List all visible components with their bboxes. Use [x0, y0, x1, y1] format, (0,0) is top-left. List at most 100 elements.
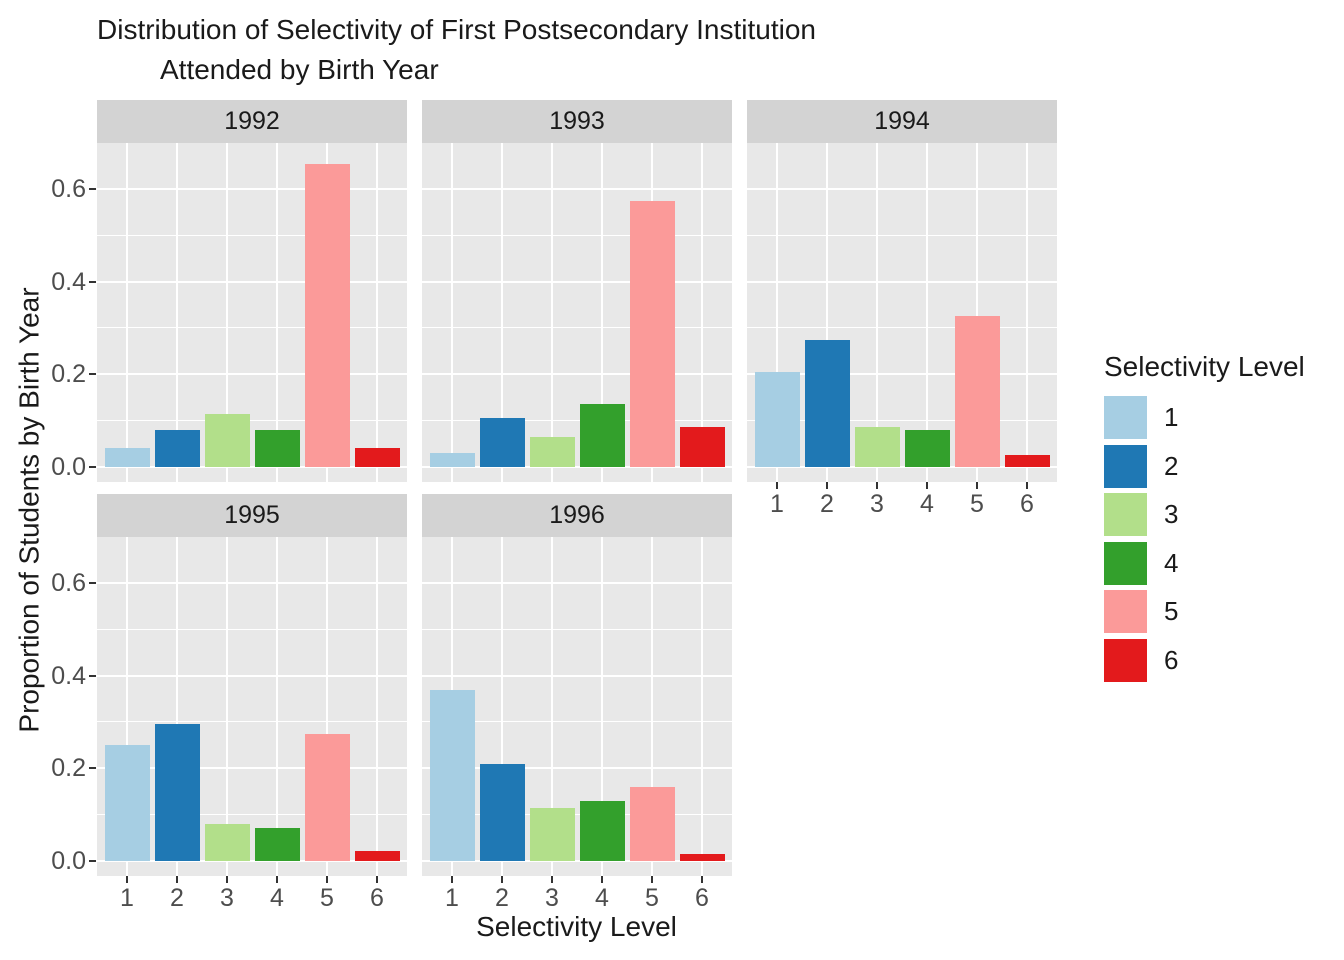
x-tick-mark: [926, 482, 928, 489]
gridline-vertical: [1026, 143, 1028, 482]
bar-1993-level-6: [679, 427, 725, 467]
x-tick-mark: [501, 876, 503, 883]
legend: Selectivity Level 1 2 3 4 5 6: [1104, 351, 1305, 687]
bar-1994-level-2: [804, 339, 850, 467]
x-tick-mark: [451, 876, 453, 883]
bar-1992-level-4: [254, 429, 300, 467]
bar-1996-level-1: [429, 689, 475, 861]
legend-title: Selectivity Level: [1104, 351, 1305, 382]
gridline-vertical: [126, 143, 128, 482]
x-tick-mark: [601, 876, 603, 883]
x-tick-mark: [826, 482, 828, 489]
gridline-vertical: [876, 143, 878, 482]
x-tick-label: 1: [120, 884, 134, 912]
x-tick-label: 3: [545, 884, 559, 912]
y-tick-label: 0.0: [51, 452, 86, 481]
bar-1995-level-6: [354, 851, 400, 861]
y-axis-title: Proportion of Students by Birth Year: [14, 286, 46, 733]
gridline-minor: [422, 813, 732, 815]
x-tick-label: 4: [920, 490, 934, 518]
facet-panel-1994: [747, 143, 1057, 482]
legend-swatch-1: [1104, 396, 1147, 439]
legend-item-5: 5: [1104, 590, 1305, 633]
gridline-vertical: [226, 537, 228, 876]
x-tick-mark: [126, 876, 128, 883]
legend-swatch-5: [1104, 590, 1147, 633]
x-tick-mark: [701, 876, 703, 883]
facet-panel-1993: [422, 143, 732, 482]
gridline-major: [97, 373, 407, 376]
gridline-vertical: [276, 143, 278, 482]
gridline-major: [422, 280, 732, 283]
gridline-vertical: [276, 537, 278, 876]
gridline-minor: [97, 721, 407, 723]
bar-1992-level-2: [154, 429, 200, 467]
x-tick-label: 4: [595, 884, 609, 912]
x-tick-label: 6: [370, 884, 384, 912]
gridline-vertical: [326, 537, 328, 876]
bar-1993-level-1: [429, 452, 475, 467]
x-tick-mark: [876, 482, 878, 489]
y-tick-mark: [89, 674, 96, 677]
chart-title: Distribution of Selectivity of First Pos…: [97, 10, 816, 90]
gridline-minor: [97, 327, 407, 329]
gridline-vertical: [551, 537, 553, 876]
gridline-major: [747, 280, 1057, 283]
y-tick-mark: [89, 280, 96, 283]
gridline-major: [747, 373, 1057, 376]
x-tick-label: 5: [645, 884, 659, 912]
x-tick-label: 2: [170, 884, 184, 912]
gridline-minor: [747, 234, 1057, 236]
facet-panel-1996: [422, 537, 732, 876]
gridline-minor: [422, 234, 732, 236]
legend-item-2: 2: [1104, 444, 1305, 488]
chart-title-line2: Attended by Birth Year: [160, 54, 439, 85]
facet-strip-1994: 1994: [747, 100, 1057, 143]
x-tick-label: 5: [320, 884, 334, 912]
gridline-vertical: [651, 537, 653, 876]
y-tick-label: 0.6: [51, 175, 86, 204]
bar-1996-level-5: [629, 786, 675, 861]
gridline-major: [97, 465, 407, 468]
gridline-minor: [747, 419, 1057, 421]
gridline-vertical: [501, 143, 503, 482]
gridline-vertical: [701, 143, 703, 482]
gridline-vertical: [976, 143, 978, 482]
gridline-vertical: [926, 143, 928, 482]
facet-strip-1995: 1995: [97, 494, 407, 537]
gridline-minor: [422, 628, 732, 630]
gridline-vertical: [226, 143, 228, 482]
legend-label: 3: [1164, 499, 1179, 529]
y-tick-label: 0.6: [51, 569, 86, 598]
x-axis-title: Selectivity Level: [476, 911, 677, 942]
bar-1995-level-2: [154, 724, 200, 861]
gridline-major: [422, 767, 732, 770]
y-tick-mark: [89, 465, 96, 468]
bar-1994-level-6: [1004, 455, 1050, 467]
x-tick-label: 5: [970, 490, 984, 518]
x-tick-mark: [376, 876, 378, 883]
gridline-minor: [747, 327, 1057, 329]
x-tick-mark: [326, 876, 328, 883]
facet-strip-1992: 1992: [97, 100, 407, 143]
gridline-vertical: [451, 143, 453, 482]
gridline-minor: [422, 721, 732, 723]
x-tick-label: 3: [870, 490, 884, 518]
bar-1993-level-3: [529, 436, 575, 467]
bar-1993-level-5: [629, 200, 675, 467]
bar-1994-level-3: [854, 427, 900, 467]
gridline-major: [422, 188, 732, 191]
facet-panel-1995: [97, 537, 407, 876]
gridline-vertical: [551, 143, 553, 482]
x-tick-mark: [651, 876, 653, 883]
gridline-major: [97, 674, 407, 677]
gridline-major: [97, 280, 407, 283]
gridline-minor: [97, 813, 407, 815]
x-tick-mark: [226, 876, 228, 883]
gridline-major: [422, 859, 732, 862]
gridline-major: [97, 582, 407, 585]
gridline-major: [422, 674, 732, 677]
bar-1992-level-1: [104, 448, 150, 467]
x-tick-mark: [176, 876, 178, 883]
bar-1995-level-5: [304, 733, 350, 861]
